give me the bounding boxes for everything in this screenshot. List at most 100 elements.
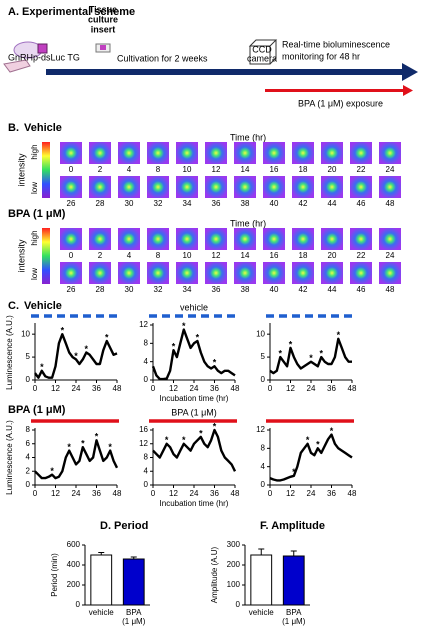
image-thumbnail [147, 228, 169, 250]
time-label: 34 [183, 285, 192, 294]
image-thumbnail [60, 176, 82, 198]
image-thumbnail [234, 142, 256, 164]
bar [250, 554, 273, 606]
time-label: 16 [270, 165, 279, 174]
y-tick-label: 10 [21, 329, 30, 338]
peak-marker: * [213, 358, 217, 368]
peak-marker: * [278, 348, 282, 358]
peak-marker: * [50, 466, 54, 476]
trace [269, 337, 352, 375]
x-tick-label: 24 [190, 489, 199, 498]
chart-title: D. Period [100, 520, 148, 532]
x-tick-label: 0 [268, 384, 273, 393]
x-tick-label: vehicle [89, 608, 114, 617]
y-tick-label: 12 [139, 320, 148, 329]
y-axis-label: Period (min) [50, 553, 59, 597]
peak-marker: * [337, 330, 341, 340]
peak-marker: * [292, 467, 296, 477]
x-tick-label: 0 [268, 489, 273, 498]
x-tick-label: 12 [286, 384, 295, 393]
image-thumbnail [118, 176, 140, 198]
mouse-label: GnRHp-dsLuc TG [8, 52, 80, 62]
image-thumbnail [89, 228, 111, 250]
time-label: 22 [357, 165, 366, 174]
image-thumbnail [234, 228, 256, 250]
y-tick-label: 10 [256, 329, 265, 338]
image-thumbnail [379, 176, 401, 198]
x-tick-label: 0 [33, 384, 38, 393]
x-tick-label: 24 [307, 489, 316, 498]
image-thumbnail [60, 228, 82, 250]
time-label: 36 [212, 285, 221, 294]
insert-label: Tissue [89, 4, 117, 14]
time-label: 28 [96, 285, 105, 294]
image-thumbnail [321, 176, 343, 198]
exposure-arrowhead [403, 85, 413, 96]
peak-marker: * [61, 326, 65, 336]
time-label: 34 [183, 199, 192, 208]
x-axis-label: Incubation time (hr) [160, 394, 229, 403]
image-thumbnail [118, 228, 140, 250]
tissue-icon [37, 43, 48, 54]
time-label: 42 [299, 285, 308, 294]
time-label: 18 [299, 165, 308, 174]
image-thumbnail [321, 142, 343, 164]
y-tick-label: 0 [144, 375, 149, 384]
y-tick-label: 8 [144, 453, 149, 462]
group-title: Vehicle [24, 122, 62, 134]
camera-icon [248, 39, 278, 65]
chart-title: vehicle [180, 302, 208, 312]
y-tick-label: 600 [67, 540, 81, 549]
image-thumbnail [379, 228, 401, 250]
insert-tissue [100, 45, 106, 50]
y-tick-label: 200 [67, 580, 81, 589]
time-label: 48 [386, 199, 395, 208]
time-axis-label: Time (hr) [230, 132, 266, 142]
colorbar-label: intensity [16, 239, 26, 273]
image-thumbnail [292, 176, 314, 198]
peak-marker: * [196, 332, 200, 342]
time-label: 8 [156, 251, 161, 260]
y-tick-label: 0 [236, 600, 241, 609]
time-label: 30 [125, 285, 134, 294]
peak-marker: * [199, 428, 203, 438]
x-tick-label: 48 [113, 489, 122, 498]
trace [34, 439, 119, 480]
exposure-arrow [265, 89, 405, 92]
x-tick-label: 0 [151, 384, 156, 393]
time-label: 20 [328, 251, 337, 260]
x-tick-label: 48 [231, 489, 240, 498]
image-thumbnail [60, 262, 82, 284]
y-tick-label: 8 [261, 443, 266, 452]
time-label: 20 [328, 165, 337, 174]
time-label: 12 [212, 165, 221, 174]
y-axis-label: Luminescence (A.U.) [5, 420, 14, 495]
x-tick-label: 0 [151, 489, 156, 498]
image-thumbnail [292, 142, 314, 164]
y-tick-label: 0 [26, 480, 31, 489]
peak-marker: * [182, 321, 186, 331]
image-thumbnail [147, 142, 169, 164]
cultivation-label: Cultivation for 2 weeks [117, 53, 208, 63]
peak-marker: * [74, 351, 78, 361]
x-tick-label: 36 [210, 384, 219, 393]
y-tick-label: 200 [227, 560, 241, 569]
time-label: 14 [241, 251, 250, 260]
x-tick-label: BPA [126, 608, 142, 617]
peak-marker: * [213, 421, 217, 431]
timeline-arrow [46, 69, 404, 75]
panel-label: C. [8, 300, 19, 312]
colorbar [42, 142, 50, 198]
time-label: 36 [212, 199, 221, 208]
x-tick-label: BPA [286, 608, 302, 617]
bar [90, 554, 113, 606]
image-thumbnail [350, 142, 372, 164]
time-label: 24 [386, 251, 395, 260]
image-thumbnail [176, 228, 198, 250]
image-thumbnail [205, 142, 227, 164]
image-thumbnail [118, 142, 140, 164]
image-thumbnail [205, 176, 227, 198]
time-label: 10 [183, 251, 192, 260]
peak-marker: * [108, 442, 112, 452]
